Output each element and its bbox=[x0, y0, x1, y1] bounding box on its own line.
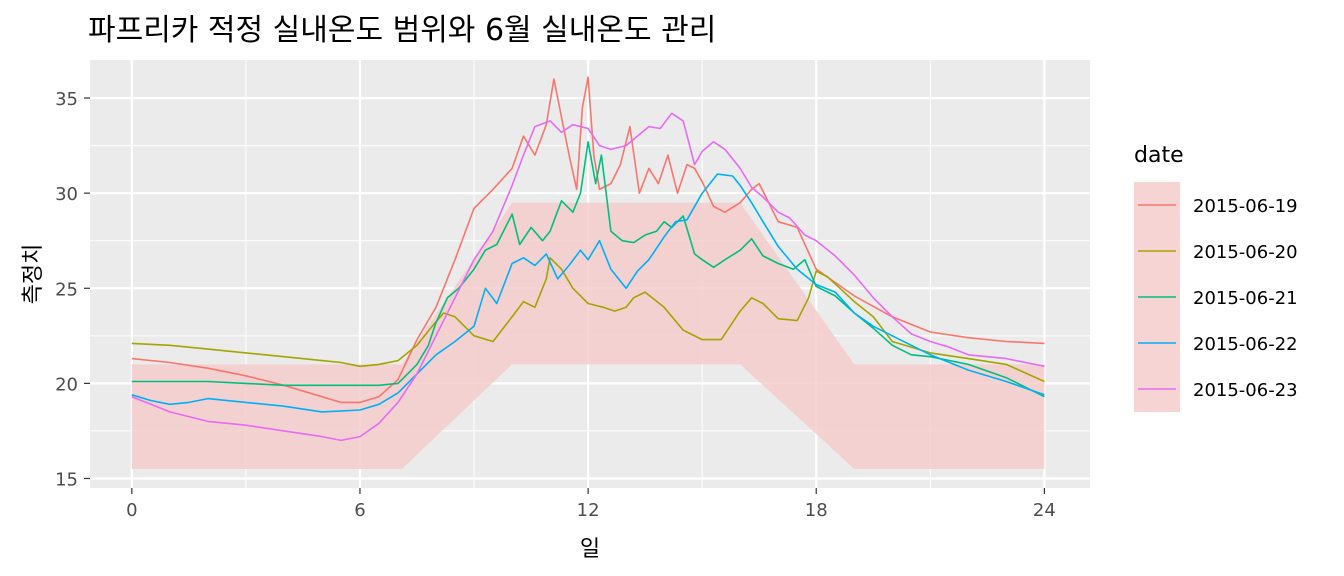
x-tick-label: 18 bbox=[805, 500, 828, 521]
legend: date 2015-06-192015-06-202015-06-212015-… bbox=[1134, 143, 1298, 412]
x-axis-title: 일 bbox=[580, 537, 600, 562]
y-tick-label: 20 bbox=[55, 374, 78, 395]
series-line-2015-06-20 bbox=[131, 257, 1045, 383]
legend-label: 2015-06-19 bbox=[1193, 196, 1298, 217]
x-axis: 0 6 12 18 24 bbox=[126, 488, 1056, 521]
series-line-2015-06-23 bbox=[131, 112, 1045, 442]
y-tick-label: 15 bbox=[55, 469, 78, 490]
legend-label: 2015-06-21 bbox=[1193, 288, 1298, 309]
chart-title: 파프리카 적정 실내온도 범위와 6월 실내온도 관리 bbox=[88, 13, 716, 48]
y-axis-title: 측정치 bbox=[21, 244, 46, 305]
y-tick-label: 25 bbox=[55, 279, 78, 300]
legend-label: 2015-06-20 bbox=[1193, 242, 1298, 263]
x-tick-label: 12 bbox=[577, 500, 600, 521]
legend-label: 2015-06-23 bbox=[1193, 380, 1298, 401]
y-axis: 15 20 25 30 35 bbox=[55, 89, 90, 490]
legend-items: 2015-06-19 2015-06-20 2015-06-21 2015-06-22… bbox=[1134, 182, 1298, 412]
series-layer bbox=[131, 76, 1045, 442]
series-line-2015-06-22 bbox=[131, 173, 1045, 413]
legend-title: date bbox=[1134, 143, 1184, 168]
legend-label: 2015-06-22 bbox=[1193, 334, 1298, 355]
x-tick-label: 24 bbox=[1033, 500, 1056, 521]
x-tick-label: 6 bbox=[354, 500, 365, 521]
x-tick-label: 0 bbox=[126, 500, 137, 521]
y-tick-label: 35 bbox=[55, 89, 78, 110]
y-tick-label: 30 bbox=[55, 184, 78, 205]
